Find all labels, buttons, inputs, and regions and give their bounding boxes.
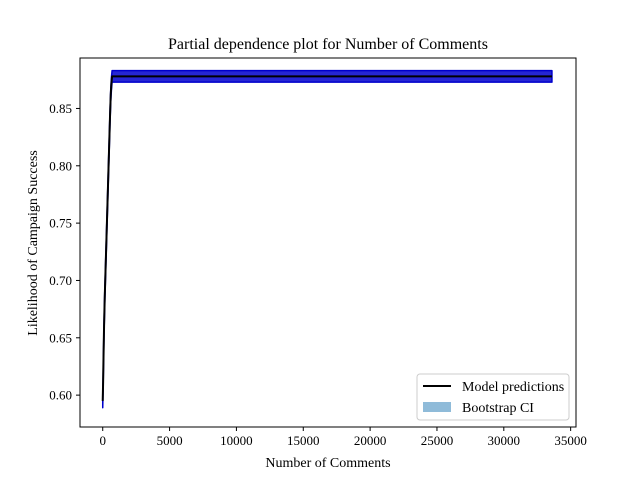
x-tick-label: 15000	[287, 433, 320, 448]
y-tick-label: 0.85	[49, 101, 72, 116]
x-tick-label: 5000	[157, 433, 183, 448]
x-tick-label: 35000	[554, 433, 587, 448]
y-tick-label: 0.70	[49, 273, 72, 288]
bootstrap-ci-band	[101, 69, 553, 409]
y-axis: 0.60 0.65 0.70 0.75 0.80 0.85	[49, 101, 80, 403]
x-tick-label: 25000	[421, 433, 454, 448]
x-tick-label: 0	[99, 433, 106, 448]
x-axis: 0 5000 10000 15000 20000 25000 30000 35000	[99, 427, 587, 448]
y-axis-label: Likelihood of Campaign Success	[26, 150, 41, 335]
plot-frame	[79, 57, 577, 428]
plot-area	[79, 57, 577, 428]
x-tick-label: 10000	[220, 433, 253, 448]
y-tick-label: 0.60	[49, 388, 72, 403]
y-tick-label: 0.65	[49, 330, 72, 345]
legend: Model predictions Bootstrap CI	[416, 373, 570, 421]
legend-box	[416, 373, 570, 421]
legend-label-bootstrap-ci: Bootstrap CI	[462, 401, 534, 416]
y-tick-label: 0.75	[49, 216, 72, 231]
x-tick-label: 20000	[354, 433, 387, 448]
legend-label-model-predictions: Model predictions	[462, 380, 564, 395]
x-axis-label: Number of Comments	[265, 456, 390, 471]
model-predictions-line	[101, 75, 552, 401]
legend-swatch-bootstrap-ci	[423, 402, 451, 412]
x-tick-label: 30000	[488, 433, 521, 448]
y-tick-label: 0.80	[49, 158, 72, 173]
chart-title: Partial dependence plot for Number of Co…	[168, 36, 488, 53]
